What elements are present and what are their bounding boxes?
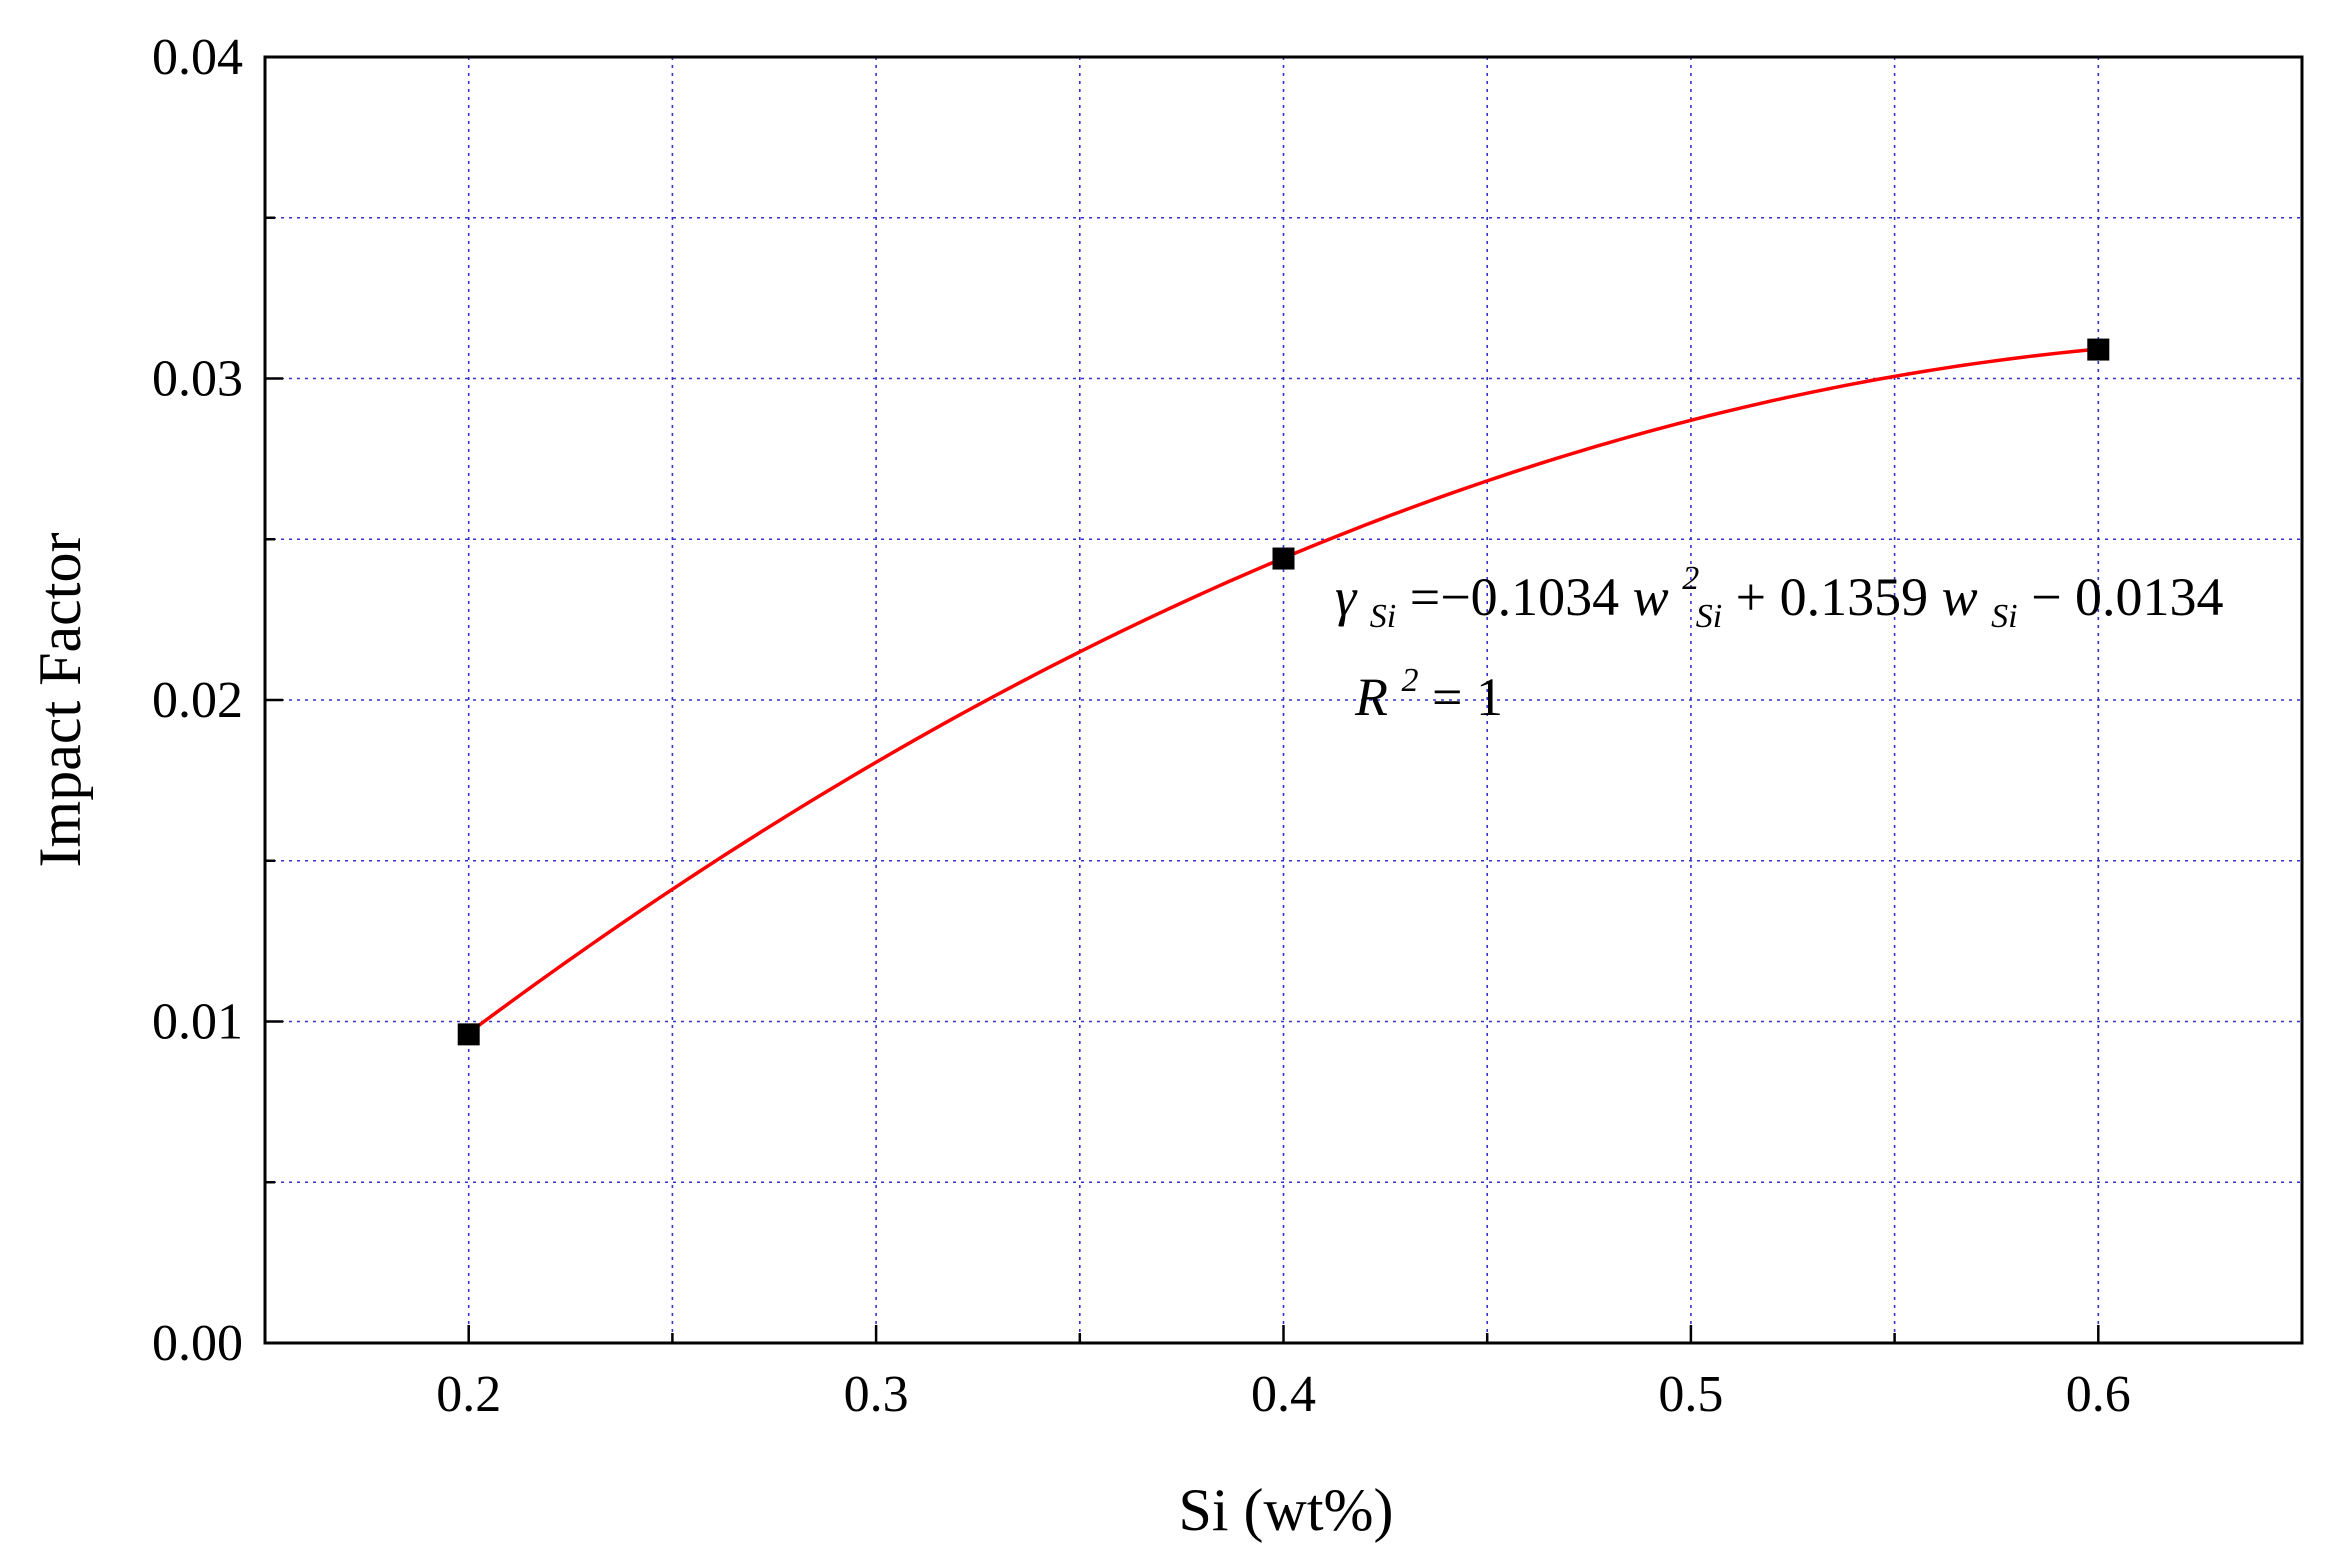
data-markers xyxy=(457,338,2110,1046)
y-tick-label: 0.01 xyxy=(152,994,243,1051)
eq-w2-sub: Si xyxy=(1991,598,2017,635)
plot-frame xyxy=(263,55,2304,1345)
eq-w1-sub: Si xyxy=(1696,598,1722,635)
eq-gamma: γ xyxy=(1335,567,1358,627)
grid-lines xyxy=(265,57,2302,1343)
fit-equation: γ Si =−0.1034 w 2 Si + 0.1359 w Si − 0.0… xyxy=(1335,541,2224,639)
data-point xyxy=(457,1023,480,1046)
data-point xyxy=(2087,338,2110,361)
eq-w1-sup: 2 xyxy=(1682,560,1699,597)
r-value: = 1 xyxy=(1432,667,1503,727)
r-symbol: R xyxy=(1354,667,1388,727)
eq-w1: w xyxy=(1633,567,1669,627)
x-tick-label: 0.4 xyxy=(1251,1366,1316,1423)
x-tick-label: 0.6 xyxy=(2066,1366,2131,1423)
eq-part1: =−0.1034 xyxy=(1410,567,1619,627)
r-sup: 2 xyxy=(1402,662,1419,699)
eq-gamma-sub: Si xyxy=(1370,598,1396,635)
tick-labels: 0.2 0.3 0.4 0.5 0.6 0.00 0.01 0.02 0.03 0.04 xyxy=(152,29,2131,1423)
y-tick-label: 0.00 xyxy=(152,1315,243,1372)
x-axis-title: Si (wt%) xyxy=(1179,1477,1394,1543)
x-tick-label: 0.5 xyxy=(1658,1366,1723,1423)
axes xyxy=(263,55,2304,1345)
eq-part3: − 0.0134 xyxy=(2031,567,2223,627)
y-tick-label: 0.04 xyxy=(152,29,243,86)
y-tick-label: 0.02 xyxy=(152,672,243,729)
eq-part2: + 0.1359 xyxy=(1736,567,1928,627)
data-point xyxy=(1272,547,1295,570)
y-axis-title: Impact Factor xyxy=(27,533,93,868)
x-tick-label: 0.3 xyxy=(844,1366,909,1423)
x-tick-label: 0.2 xyxy=(436,1366,501,1423)
r-squared: R 2 = 1 xyxy=(1354,643,1503,727)
eq-w2: w xyxy=(1942,567,1978,627)
y-tick-label: 0.03 xyxy=(152,351,243,408)
